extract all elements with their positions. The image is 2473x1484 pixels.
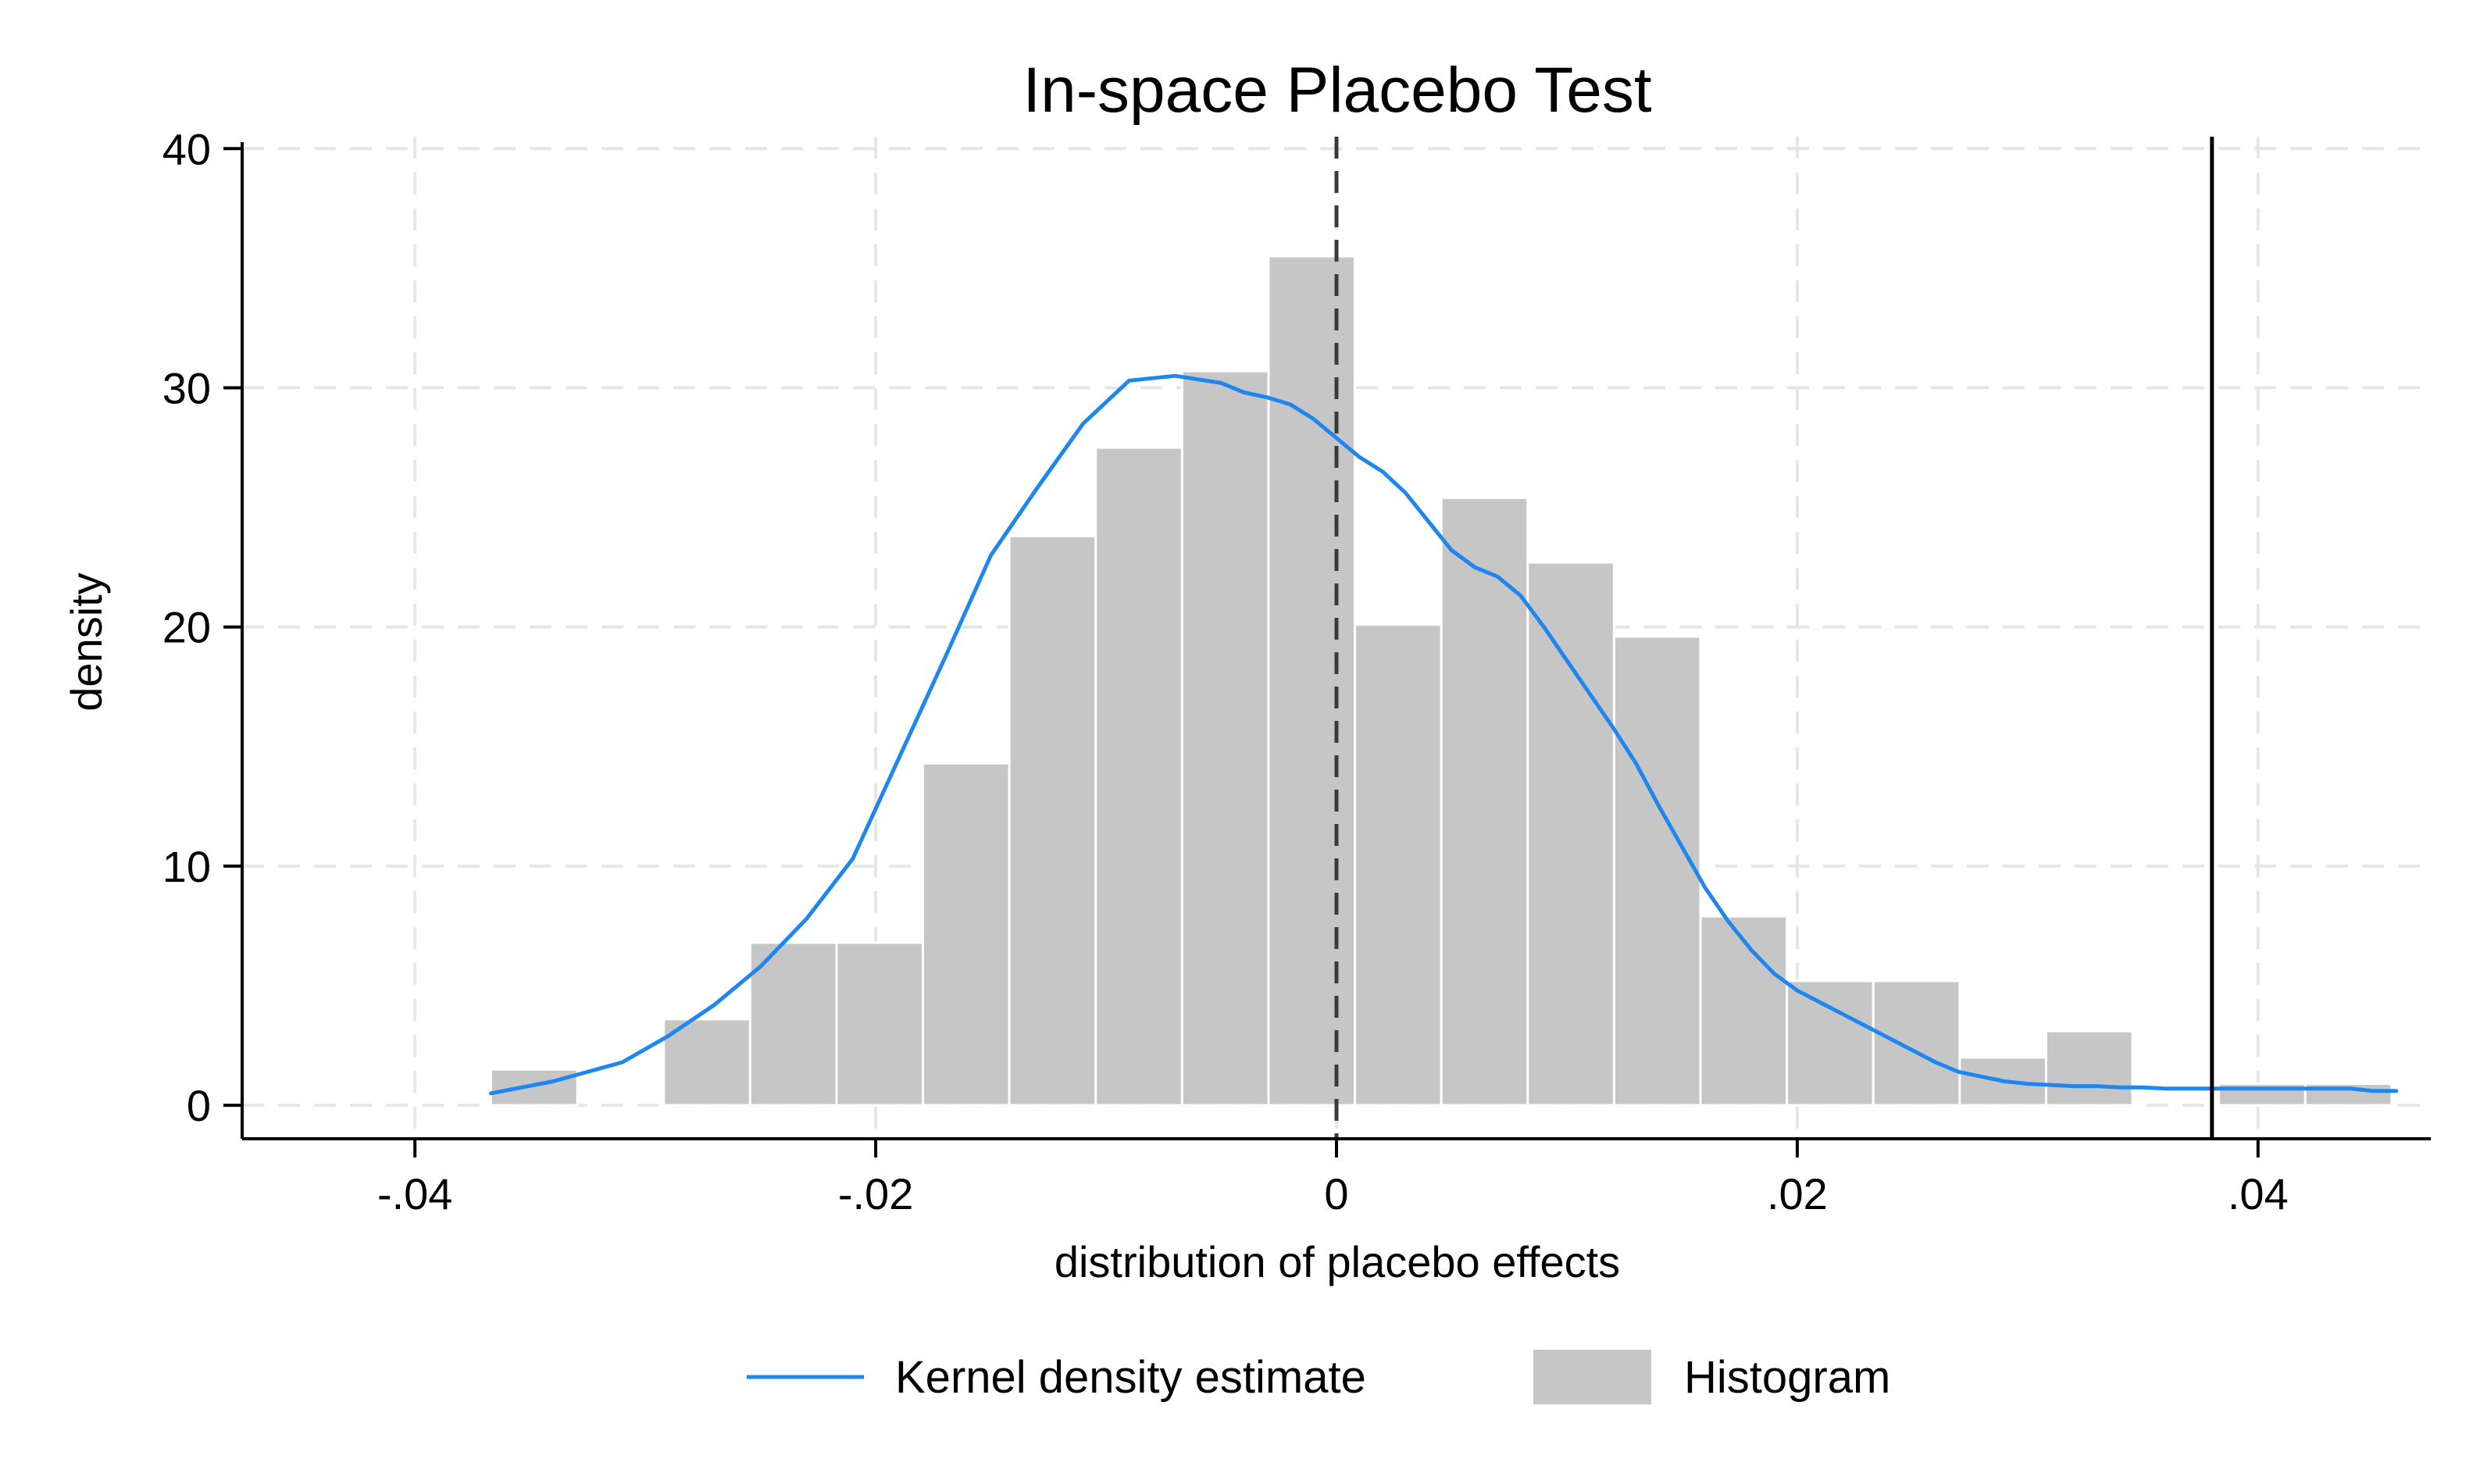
histogram-bar [1354, 623, 1443, 1107]
histogram-bar [835, 941, 925, 1107]
x-axis-label: distribution of placebo effects [1055, 1237, 1620, 1286]
legend-label-histogram: Histogram [1684, 1352, 1890, 1403]
histogram-bar [1267, 255, 1357, 1107]
x-tick-label: -.04 [377, 1169, 453, 1218]
y-tick-label: 30 [162, 364, 211, 413]
y-tick-label: 40 [162, 124, 211, 173]
histogram-bar [662, 1018, 751, 1107]
histogram-bar [1180, 369, 1270, 1107]
histogram-bars [490, 255, 2393, 1107]
reference-lines [1334, 137, 2214, 1139]
axes: -.04 -.02 0 .02 .04 0 10 20 30 40 [162, 124, 2431, 1218]
histogram-bar [1526, 561, 1615, 1107]
histogram-bar [2044, 1029, 2134, 1107]
y-axis-label: density [62, 573, 111, 711]
histogram-bar [1872, 979, 1961, 1107]
x-tick-label: 0 [1324, 1169, 1348, 1218]
y-tick-label: 10 [162, 842, 211, 891]
x-tick-label: -.02 [838, 1169, 914, 1218]
kde-line [489, 373, 2399, 1096]
kde-layer [489, 373, 2399, 1096]
histogram-bar [748, 941, 838, 1107]
histogram-bar [1008, 534, 1097, 1107]
y-tick-label: 0 [187, 1081, 211, 1130]
x-tick-label: .04 [2228, 1169, 2289, 1218]
legend-label-kde: Kernel density estimate [895, 1352, 1366, 1403]
histogram-bar [1786, 979, 1875, 1107]
legend: Kernel density estimate Histogram [747, 1350, 1890, 1404]
histogram-bar [1440, 496, 1529, 1107]
histogram-bar [490, 1068, 579, 1107]
histogram-bar [922, 762, 1011, 1107]
histogram-bar [1094, 446, 1183, 1107]
histogram-bar [1612, 635, 1702, 1107]
histogram-bar [1699, 915, 1789, 1107]
x-tick-label: .02 [1767, 1169, 1828, 1218]
y-tick-label: 20 [162, 603, 211, 652]
chart-title: In-space Placebo Test [1022, 55, 1652, 126]
legend-swatch-histogram [1533, 1350, 1651, 1404]
